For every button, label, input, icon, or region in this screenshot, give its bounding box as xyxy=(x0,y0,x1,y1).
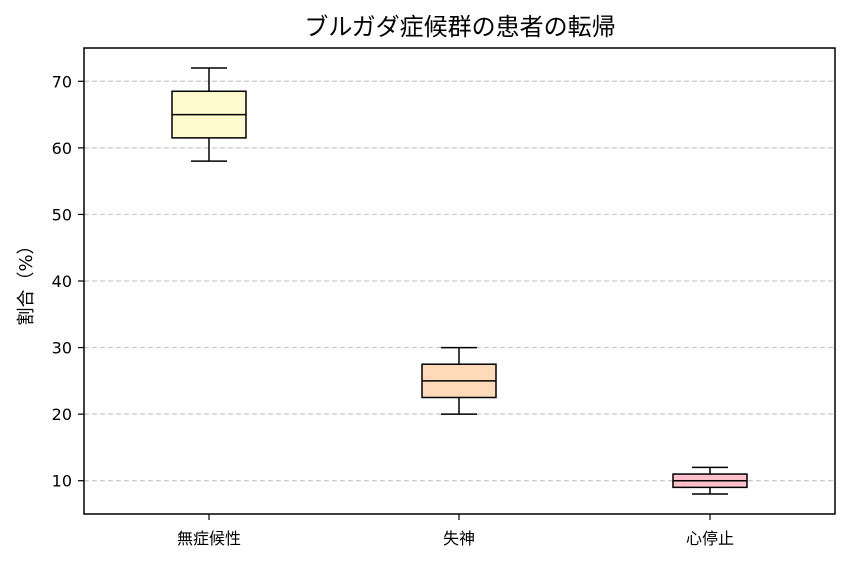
box-layer xyxy=(171,67,748,495)
x-tick-label: 無症候性 xyxy=(177,529,241,548)
y-tick-label: 10 xyxy=(52,472,72,491)
y-axis-label: 割合（%） xyxy=(16,236,37,325)
y-tick-label: 70 xyxy=(52,72,72,91)
grid-layer xyxy=(84,80,835,482)
y-tick-label: 40 xyxy=(52,272,72,291)
box-group xyxy=(171,67,247,162)
y-tick-label: 20 xyxy=(52,405,72,424)
box-group xyxy=(672,466,748,495)
x-tick-label: 失神 xyxy=(443,529,475,548)
x-tick-label: 心停止 xyxy=(686,529,734,548)
y-tick-label: 60 xyxy=(52,139,72,158)
chart-title: ブルガダ症候群の患者の転帰 xyxy=(304,13,615,41)
box-group xyxy=(421,346,497,415)
y-tick-label: 30 xyxy=(52,339,72,358)
axis-layer: 10 20 30 40 50 60 70 無症候性 失神 心停止 xyxy=(52,72,734,548)
y-tick-label: 50 xyxy=(52,205,72,224)
